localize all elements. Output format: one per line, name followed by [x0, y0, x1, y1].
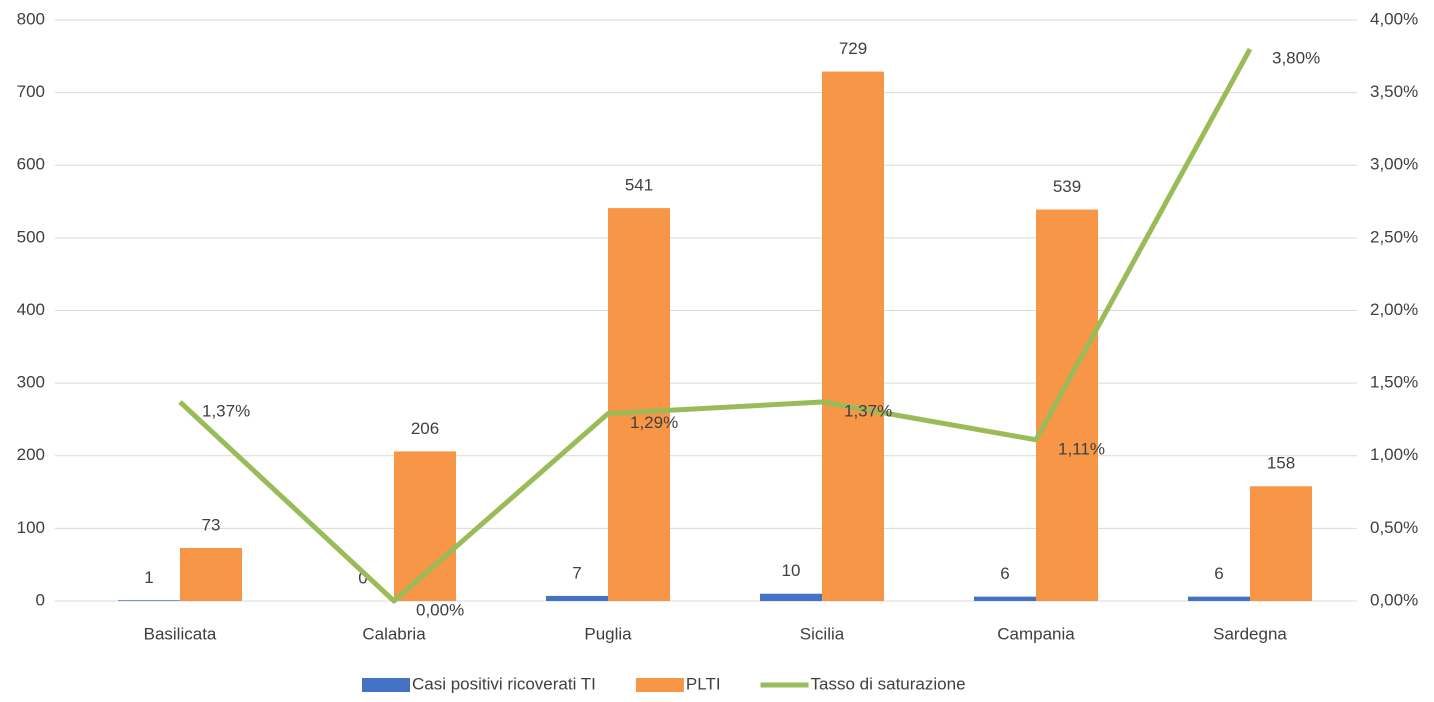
y-tick-label: 0: [36, 590, 45, 609]
y2-tick-label: 1,00%: [1370, 445, 1418, 464]
bar: [180, 547, 242, 601]
bar: [1188, 596, 1250, 601]
bar: [394, 451, 456, 601]
data-label: 10: [782, 561, 801, 580]
y-tick-label: 400: [17, 300, 45, 319]
line-label: 1,37%: [202, 401, 250, 420]
line-label: 3,80%: [1272, 49, 1320, 68]
data-label: 539: [1053, 177, 1081, 196]
bar: [1036, 209, 1098, 601]
legend-label: Casi positivi ricoverati TI: [412, 674, 596, 693]
x-tick-label: Puglia: [584, 624, 632, 643]
line-label: 1,11%: [1058, 439, 1105, 458]
y2-tick-label: 2,50%: [1370, 227, 1418, 246]
legend-label: PLTI: [686, 674, 721, 693]
y2-tick-label: 4,00%: [1370, 9, 1418, 28]
x-tick-label: Basilicata: [144, 624, 217, 643]
y-tick-label: 800: [17, 9, 45, 28]
y2-tick-label: 1,50%: [1370, 373, 1418, 392]
bar: [1250, 486, 1312, 601]
data-label: 206: [411, 419, 439, 438]
x-tick-label: Calabria: [362, 624, 426, 643]
legend-label: Tasso di saturazione: [811, 674, 966, 693]
data-label: 7: [572, 563, 581, 582]
data-label: 541: [625, 176, 653, 195]
x-tick-label: Sicilia: [800, 624, 845, 643]
y-tick-label: 500: [17, 227, 45, 246]
line-label: 1,29%: [630, 413, 678, 432]
y2-tick-label: 3,00%: [1370, 155, 1418, 174]
data-label: 73: [202, 515, 221, 534]
bar: [822, 71, 884, 602]
x-tick-label: Campania: [997, 624, 1075, 643]
data-label: 6: [1000, 564, 1009, 583]
bar: [760, 593, 822, 601]
legend-swatch: [362, 678, 410, 692]
y-tick-label: 700: [17, 82, 45, 101]
bar: [608, 208, 670, 601]
data-label: 0: [358, 568, 367, 587]
y-tick-label: 600: [17, 155, 45, 174]
y2-tick-label: 2,00%: [1370, 300, 1418, 319]
y-tick-label: 200: [17, 445, 45, 464]
data-label: 729: [839, 39, 867, 58]
y2-tick-label: 3,50%: [1370, 82, 1418, 101]
bar: [546, 595, 608, 601]
line-label: 1,37%: [844, 401, 892, 420]
line-label: 0,00%: [416, 600, 464, 619]
bar: [118, 600, 180, 601]
data-label: 6: [1214, 564, 1223, 583]
bar: [974, 596, 1036, 601]
y2-tick-label: 0,50%: [1370, 518, 1418, 537]
y-tick-label: 100: [17, 518, 45, 537]
data-label: 158: [1267, 454, 1295, 473]
y2-tick-label: 0,00%: [1370, 590, 1418, 609]
legend-swatch: [635, 678, 684, 692]
line: [178, 47, 1253, 604]
x-tick-label: Sardegna: [1213, 624, 1287, 643]
data-label: 1: [144, 568, 153, 587]
y-tick-label: 300: [17, 373, 45, 392]
